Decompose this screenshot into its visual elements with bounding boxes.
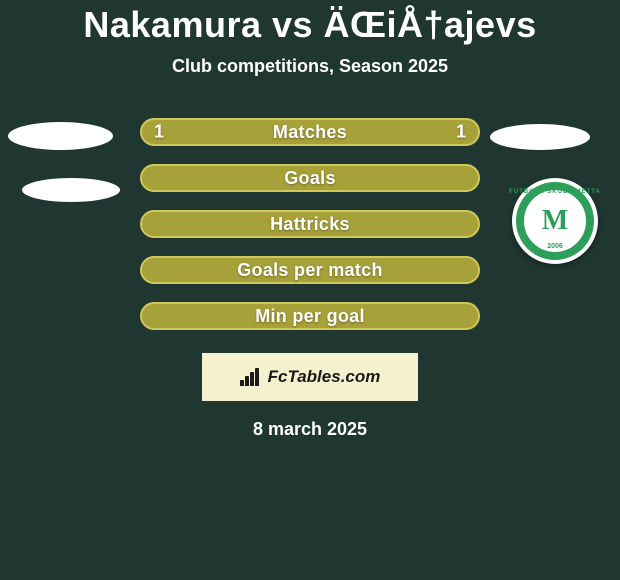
stat-right-value: 1	[456, 122, 466, 143]
stat-row-gpm: Goals per match	[0, 247, 620, 293]
match-date: 8 march 2025	[0, 419, 620, 440]
stat-bar-goals: Goals	[140, 164, 480, 192]
subtitle: Club competitions, Season 2025	[0, 56, 620, 77]
stat-label: Matches	[273, 122, 347, 143]
stat-row-mpg: Min per goal	[0, 293, 620, 339]
stat-rows: Matches 1 1 Goals Hattricks Goals per match Mi…	[0, 109, 620, 339]
page-title: Nakamura vs ÄŒiÅ†ajevs	[0, 0, 620, 46]
fctables-text: FcTables.com	[268, 367, 381, 387]
stat-left-value: 1	[154, 122, 164, 143]
stat-bar-mpg: Min per goal	[140, 302, 480, 330]
stat-label: Goals per match	[237, 260, 383, 281]
stat-bar-matches: Matches 1 1	[140, 118, 480, 146]
stat-bar-gpm: Goals per match	[140, 256, 480, 284]
stat-bar-hat: Hattricks	[140, 210, 480, 238]
stat-row-hat: Hattricks	[0, 201, 620, 247]
stat-row-goals: Goals	[0, 155, 620, 201]
stat-row-matches: Matches 1 1	[0, 109, 620, 155]
stat-label: Min per goal	[255, 306, 365, 327]
stat-label: Goals	[284, 168, 336, 189]
bar-chart-icon	[240, 368, 262, 386]
comparison-card: Nakamura vs ÄŒiÅ†ajevs Club competitions…	[0, 0, 620, 580]
fctables-watermark: FcTables.com	[202, 353, 418, 401]
stat-label: Hattricks	[270, 214, 350, 235]
